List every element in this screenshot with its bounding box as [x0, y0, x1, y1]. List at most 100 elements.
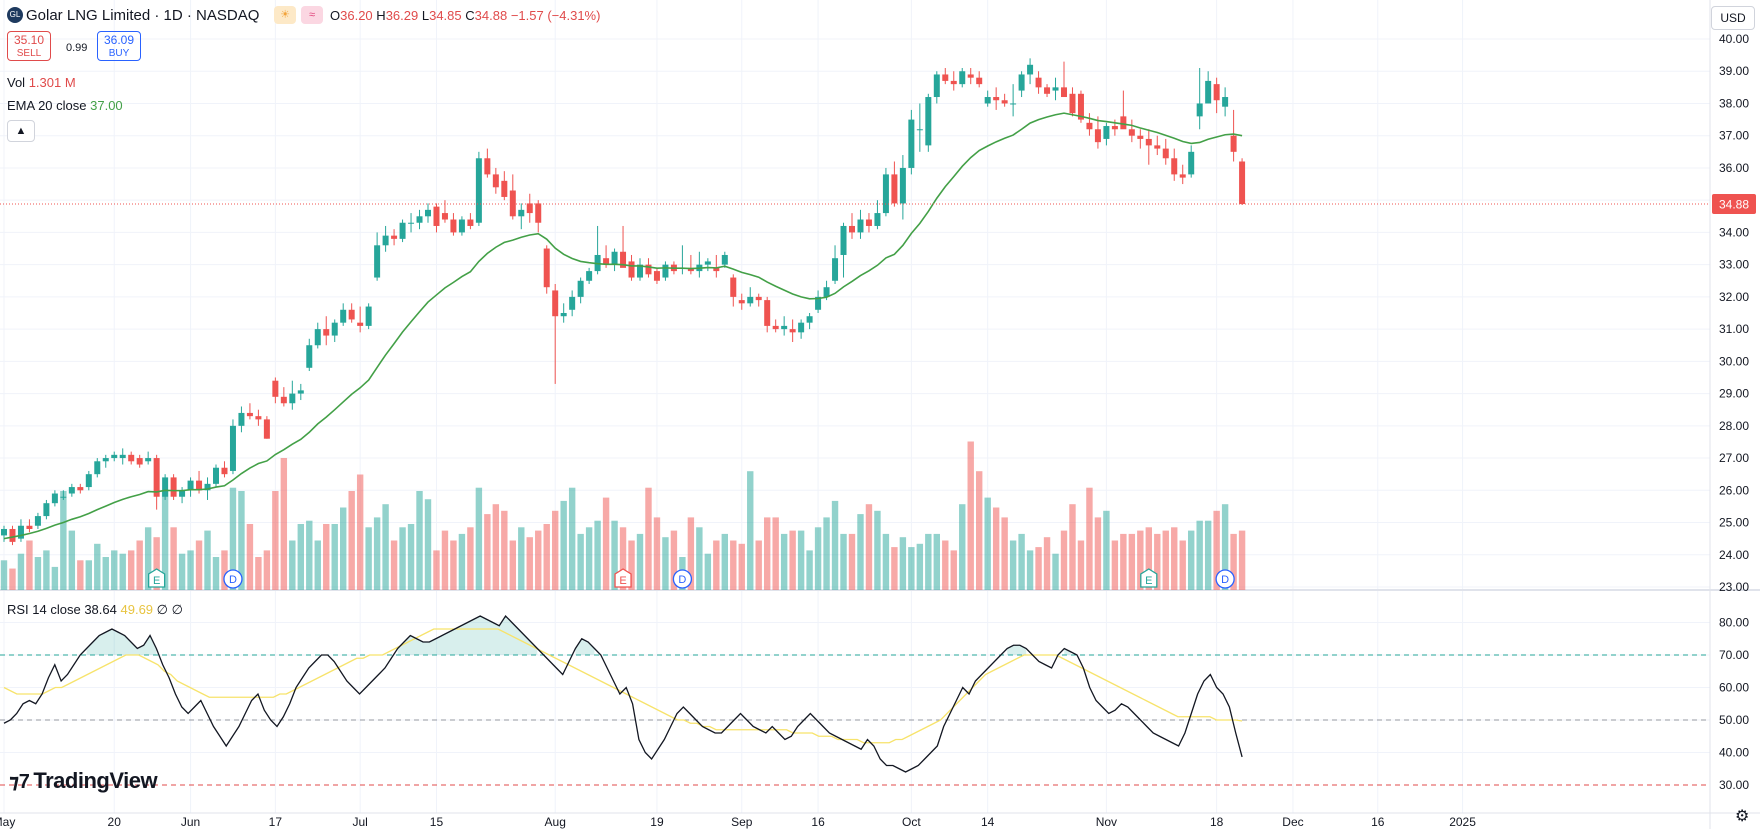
- rsi-legend[interactable]: RSI 14 close 38.64 49.69 ∅ ∅: [7, 602, 183, 618]
- candle-body: [645, 264, 652, 275]
- candle-body: [637, 264, 643, 278]
- market-status-icon[interactable]: ☀: [274, 6, 296, 24]
- candle-body: [738, 300, 745, 304]
- volume-bar: [611, 520, 618, 590]
- candle-body: [306, 345, 313, 368]
- candle-body: [662, 264, 669, 278]
- volume-bar: [51, 566, 59, 590]
- candle-body: [772, 325, 779, 330]
- volume-bar: [297, 524, 304, 590]
- price-tick-label: 26.00: [1719, 483, 1749, 497]
- buy-button[interactable]: 36.09 BUY: [97, 31, 141, 61]
- candle-body: [179, 490, 186, 497]
- symbol-title[interactable]: Golar LNG Limited · 1D · NASDAQ: [26, 7, 260, 24]
- tradingview-logo-text: TradingView: [33, 768, 158, 793]
- candle-body: [1137, 135, 1144, 139]
- price-tick-label: 28.00: [1719, 419, 1749, 433]
- data-status-icon[interactable]: ≈: [301, 6, 323, 24]
- candle-body: [77, 487, 84, 491]
- candle-body: [34, 516, 41, 526]
- volume-bar: [60, 491, 67, 590]
- candle-body: [535, 203, 542, 223]
- sell-button[interactable]: 35.10 SELL: [7, 31, 51, 61]
- volume-bar: [899, 537, 907, 590]
- rsi-value: 38.64: [84, 602, 117, 617]
- time-tick-label: 19: [650, 815, 664, 829]
- volume-bar: [1001, 517, 1008, 590]
- volume-bar: [967, 441, 974, 590]
- volume-bar: [1052, 553, 1059, 590]
- volume-bar: [229, 487, 237, 590]
- volume-bar: [484, 514, 491, 590]
- candle-body: [204, 483, 211, 491]
- earnings-marker: [147, 568, 166, 588]
- candle-body: [26, 525, 33, 529]
- candle-body: [68, 487, 75, 494]
- dividend-marker: [223, 569, 243, 589]
- volume-bar: [85, 560, 92, 590]
- rsi-tick-label: 70.00: [1719, 648, 1749, 662]
- volume-bar: [1077, 540, 1085, 590]
- candle-body: [1103, 126, 1110, 139]
- gear-icon[interactable]: ⚙: [1735, 808, 1750, 825]
- candle-body: [543, 248, 550, 288]
- volume-bar: [314, 540, 321, 590]
- candle-body: [416, 216, 423, 223]
- volume-bar: [1103, 510, 1110, 590]
- candle-body: [815, 296, 822, 310]
- volume-legend[interactable]: Vol 1.301 M: [7, 75, 76, 90]
- volume-bar: [976, 471, 983, 590]
- volume-bar: [509, 540, 516, 590]
- volume-bar: [908, 547, 915, 590]
- volume-bar: [518, 527, 525, 590]
- candle-body: [993, 97, 1000, 101]
- volume-bar: [128, 550, 135, 590]
- candle-body: [331, 322, 338, 336]
- candle-body: [874, 213, 881, 226]
- rsi-tick-label: 60.00: [1719, 681, 1749, 695]
- time-tick-label: 16: [1371, 815, 1385, 829]
- volume-bar: [1145, 527, 1152, 590]
- candle-body: [747, 296, 754, 304]
- candle-body: [1222, 97, 1229, 107]
- candle-body: [687, 267, 694, 272]
- volume-bar: [153, 537, 160, 590]
- volume-bar: [348, 491, 355, 590]
- volume-bar: [365, 527, 372, 590]
- rsi-ma-line: [3, 628, 1243, 744]
- volume-bar: [602, 497, 610, 590]
- candle-body: [136, 458, 143, 465]
- volume-bar: [1069, 504, 1076, 590]
- volume-bar: [721, 533, 728, 590]
- volume-bar: [289, 540, 296, 590]
- candle-body: [899, 167, 906, 204]
- candle-body: [865, 219, 872, 226]
- candle-body: [43, 503, 50, 517]
- price-tick-label: 36.00: [1719, 161, 1749, 175]
- ema-legend[interactable]: EMA 20 close 37.00: [7, 98, 123, 113]
- candle-body: [1052, 87, 1059, 91]
- volume-bar: [543, 524, 550, 590]
- candle-body: [246, 412, 253, 417]
- volume-bar: [373, 517, 381, 590]
- candle-body: [908, 119, 915, 168]
- dividend-marker: [672, 569, 693, 589]
- price-tick-label: 23.00: [1719, 580, 1749, 594]
- candle-body: [1111, 126, 1118, 130]
- time-tick-label: 16: [811, 815, 825, 829]
- candle-body: [1010, 103, 1017, 105]
- volume-bar: [1086, 487, 1093, 590]
- price-tick-label: 34.00: [1719, 225, 1749, 239]
- candle-body: [153, 458, 160, 497]
- candle-body: [1128, 129, 1135, 136]
- candle-body: [9, 528, 16, 542]
- time-tick-label: Nov: [1096, 815, 1117, 829]
- candle-body: [348, 309, 355, 320]
- chevron-up-icon[interactable]: ▲: [7, 120, 35, 142]
- candle-body: [916, 129, 923, 131]
- candle-body: [603, 258, 610, 265]
- candle-body: [857, 219, 864, 233]
- currency-button[interactable]: USD: [1711, 6, 1755, 30]
- candle-body: [628, 261, 635, 278]
